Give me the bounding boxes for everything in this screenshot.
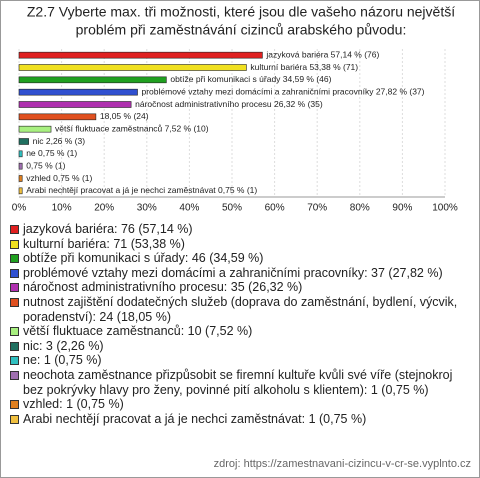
bar: [18, 175, 23, 182]
legend-item: jazyková bariéra: 76 (57,14 %): [9, 222, 471, 237]
data-label: Arabi nechtějí pracovat a já je nechci z…: [26, 185, 257, 195]
legend-item: kulturní bariéra: 71 (53,38 %): [9, 237, 471, 252]
bar: [18, 138, 29, 145]
legend-label: jazyková bariéra: 76 (57,14 %): [23, 222, 193, 236]
legend-item: problémové vztahy mezi domácími a zahran…: [9, 266, 471, 281]
legend-item: nic: 3 (2,26 %): [9, 339, 471, 354]
legend-label: Arabi nechtějí pracovat a já je nechci z…: [23, 411, 367, 426]
data-label: kulturní bariéra 53,38 % (71): [250, 62, 358, 72]
legend-swatch: [10, 341, 19, 351]
data-label: vzhled 0,75 % (1): [26, 173, 92, 183]
data-label: jazyková bariéra 57,14 % (76): [265, 49, 379, 59]
bar: [18, 101, 132, 108]
legend-label: kulturní bariéra: 71 (53,38 %): [23, 236, 185, 251]
legend-label: vzhled: 1 (0,75 %): [23, 397, 124, 412]
legend-label: nutnost zajištění dodatečných služeb (do…: [23, 294, 458, 324]
bar: [18, 150, 23, 158]
source: zdroj: https://zamestnavani-cizincu-v-cr…: [213, 458, 471, 470]
legend-label: obtíže při komunikaci s úřady: 46 (34,59…: [23, 251, 264, 266]
x-tick-label: 90%: [392, 203, 412, 214]
legend-swatch: [10, 297, 19, 307]
legend-label: ne: 1 (0,75 %): [23, 353, 102, 368]
data-label: náročnost administrativního procesu 26,3…: [135, 99, 323, 109]
chart-title: Z2.7 Vyberte max. tři možnosti, které js…: [27, 4, 455, 20]
chart-title: problém při zaměstnávání cizinců arabské…: [76, 22, 407, 38]
x-tick-label: 100%: [432, 203, 458, 214]
bar: [18, 76, 167, 84]
legend-item: nutnost zajištění dodatečných služeb (do…: [9, 295, 471, 324]
legend-item: Arabi nechtějí pracovat a já je nechci z…: [9, 412, 471, 427]
legend-swatch: [10, 225, 19, 234]
legend-swatch: [10, 400, 19, 410]
legend-item: ne: 1 (0,75 %): [9, 353, 471, 368]
x-tick-label: 60%: [265, 203, 285, 214]
x-tick-label: 70%: [307, 203, 327, 214]
bar: [18, 88, 138, 96]
legend-swatch: [10, 239, 19, 249]
x-tick-label: 50%: [222, 203, 242, 214]
legend-swatch: [10, 283, 19, 293]
x-tick-label: 30%: [137, 203, 157, 214]
legend-label: neochota zaměstnance přizpůsobit se fire…: [23, 367, 453, 397]
bar: [18, 64, 247, 71]
legend-swatch: [10, 370, 19, 380]
legend-item: náročnost administrativního procesu: 35 …: [9, 280, 471, 295]
legend-swatch: [10, 268, 19, 278]
legend-swatch: [10, 254, 19, 264]
legend-item: obtíže při komunikaci s úřady: 46 (34,59…: [9, 251, 471, 266]
legend: jazyková bariéra: 76 (57,14 %) kulturní b…: [9, 222, 471, 426]
x-tick-label: 80%: [350, 203, 370, 214]
data-label: nic 2,26 % (3): [33, 136, 86, 146]
data-label: větší fluktuace zaměstnanců 7,52 % (10): [55, 123, 209, 133]
legend-swatch: [10, 414, 19, 424]
legend-label: problémové vztahy mezi domácími a zahran…: [23, 265, 443, 280]
bar: [18, 113, 97, 121]
data-label: 0,75 % (1): [26, 160, 65, 170]
bar: [18, 187, 23, 195]
data-label: obtíže při komunikaci s úřady 34,59 % (4…: [170, 74, 331, 84]
x-tick-label: 10%: [52, 203, 72, 214]
bar: [18, 162, 23, 170]
data-label: problémové vztahy mezi domácími a zahran…: [142, 86, 425, 96]
legend-label: náročnost administrativního procesu: 35 …: [23, 280, 303, 295]
legend-swatch: [10, 327, 19, 337]
legend-label: větší fluktuace zaměstnanců: 10 (7,52 %): [23, 324, 253, 339]
data-label: ne 0,75 % (1): [26, 148, 77, 158]
bar: [18, 125, 52, 133]
x-tick-label: 0%: [12, 203, 27, 214]
legend-item: vzhled: 1 (0,75 %): [9, 397, 471, 412]
bar: [18, 51, 263, 59]
legend-label: nic: 3 (2,26 %): [23, 338, 104, 353]
data-label: 18,05 % (24): [100, 111, 149, 121]
legend-swatch: [10, 356, 19, 366]
legend-item: větší fluktuace zaměstnanců: 10 (7,52 %): [9, 324, 471, 339]
legend-item: neochota zaměstnance přizpůsobit se fire…: [9, 368, 471, 397]
x-tick-label: 20%: [94, 203, 114, 214]
x-tick-label: 40%: [179, 203, 199, 214]
